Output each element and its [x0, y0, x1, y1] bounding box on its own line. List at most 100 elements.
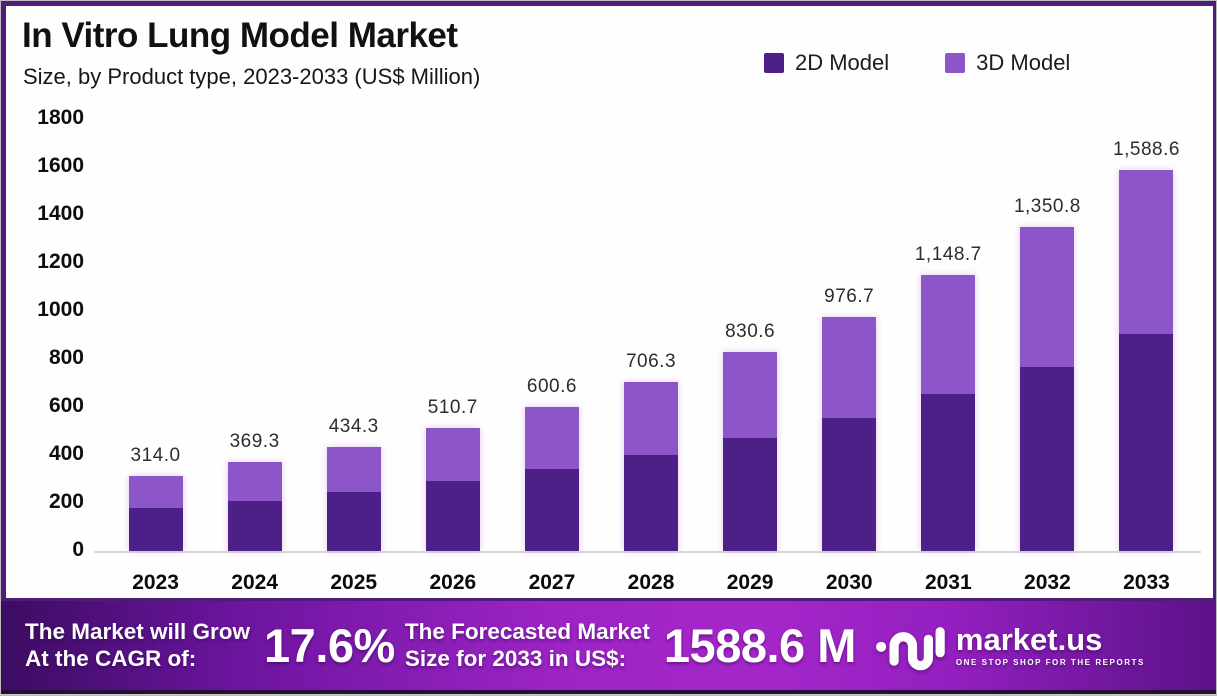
x-axis-year-label: 2024	[231, 571, 278, 594]
bar-segment-3d-model	[822, 316, 877, 418]
page-title: In Vitro Lung Model Market	[22, 16, 458, 55]
bar-value-label: 976.7	[824, 285, 875, 307]
cagr-value: 17.6%	[264, 619, 395, 672]
bar-segment-3d-model	[723, 351, 778, 438]
bar-column: 510.7 2026	[403, 111, 502, 594]
y-axis-tick-label: 1800	[37, 106, 84, 129]
bar-segment-2d-model	[723, 437, 778, 551]
bar-segment-2d-model	[425, 481, 480, 551]
x-axis-year-label: 2030	[825, 571, 873, 594]
y-axis-tick-label: 600	[48, 394, 84, 417]
stacked-bar	[128, 475, 183, 551]
bar-value-label: 1,588.6	[1113, 138, 1180, 160]
x-axis-year-label: 2027	[528, 571, 576, 594]
bar-segment-2d-model	[128, 508, 183, 551]
y-axis-tick-label: 1000	[37, 298, 84, 321]
legend-item-2d-model: 2D Model	[764, 50, 889, 76]
bar-column: 706.3 2028	[601, 111, 700, 594]
bottom-border-dark	[1, 690, 1216, 694]
stacked-bar	[524, 406, 579, 551]
bar-segment-3d-model	[524, 406, 579, 469]
bar-segment-3d-model	[1020, 226, 1075, 367]
cagr-label-line1: The Market will Grow	[25, 618, 251, 644]
marketus-logo-icon	[875, 626, 945, 670]
x-axis-year-label: 2032	[1024, 571, 1071, 594]
bar-segment-3d-model	[425, 428, 480, 482]
x-axis-year-label: 2026	[429, 571, 477, 594]
stacked-bar	[921, 275, 976, 551]
bar-segment-3d-model	[624, 381, 679, 455]
bar-segment-2d-model	[921, 394, 976, 551]
stacked-bar	[425, 428, 480, 551]
forecast-label-line2: Size for 2033 in US$:	[404, 645, 627, 671]
bar-value-label: 1,148.7	[914, 244, 982, 266]
y-axis-tick-label: 1200	[37, 250, 84, 273]
x-axis-line	[94, 551, 1201, 553]
x-axis-year-label: 2025	[330, 571, 378, 594]
bar-segment-3d-model	[227, 462, 282, 501]
bar-value-label: 314.0	[130, 444, 181, 466]
stacked-bar	[723, 351, 778, 551]
y-axis-tick-label: 400	[48, 442, 84, 465]
bar-column: 600.6 2027	[502, 111, 601, 594]
bar-column: 976.7 2030	[800, 111, 899, 594]
stacked-bar	[1119, 169, 1174, 551]
cagr-label-line2: At the CAGR of:	[25, 645, 197, 671]
brand-name: market.us	[955, 622, 1103, 657]
forecast-label: The Forecasted Market Size for 2033 in U…	[405, 619, 650, 672]
stacked-bar	[822, 316, 877, 551]
bar-segment-2d-model	[624, 454, 679, 551]
bar-column: 830.6 2029	[701, 111, 800, 594]
bar-value-label: 600.6	[526, 375, 577, 397]
page-subtitle: Size, by Product type, 2023-2033 (US$ Mi…	[23, 64, 481, 89]
y-axis-tick-label: 0	[72, 538, 84, 561]
x-axis-year-label: 2031	[924, 571, 972, 594]
bar-value-label: 434.3	[328, 415, 379, 437]
chart-frame: In Vitro Lung Model Market Size, by Prod…	[1, 1, 1216, 601]
bar-segment-2d-model	[822, 417, 877, 551]
bar-column: 1,350.8 2032	[998, 111, 1097, 594]
x-axis-year-label: 2028	[627, 571, 675, 594]
stacked-bar	[624, 381, 679, 551]
bar-value-label: 830.6	[725, 320, 776, 342]
bar-segment-2d-model	[326, 491, 381, 551]
x-axis-year-label: 2023	[132, 571, 179, 594]
y-axis-tick-label: 1600	[37, 154, 84, 177]
x-axis-year-label: 2029	[726, 571, 774, 594]
bar-column: 314.0 2023	[106, 111, 205, 594]
bar-value-label: 369.3	[229, 431, 280, 453]
bar-segment-2d-model	[227, 500, 282, 551]
bar-plot-area: 314.0 2023 369.3 2024 434.3 2025 510.7 2026 600.…	[106, 111, 1196, 594]
bar-value-label: 510.7	[427, 397, 478, 419]
bar-segment-3d-model	[326, 446, 381, 492]
brand-block: market.us ONE STOP SHOP FOR THE REPORTS	[874, 620, 1145, 672]
cagr-label: The Market will Grow At the CAGR of:	[25, 619, 250, 672]
forecast-label-line1: The Forecasted Market	[404, 618, 650, 644]
y-axis-tick-label: 1400	[37, 202, 84, 225]
bar-segment-3d-model	[128, 475, 183, 509]
bar-column: 369.3 2024	[205, 111, 304, 594]
footer-banner: The Market will Grow At the CAGR of: 17.…	[1, 601, 1216, 690]
x-axis-year-label: 2033	[1123, 571, 1170, 594]
brand-tagline: ONE STOP SHOP FOR THE REPORTS	[955, 658, 1145, 667]
bar-value-label: 706.3	[625, 350, 677, 372]
legend-swatch-2d-icon	[764, 53, 784, 73]
y-axis-tick-label: 200	[48, 490, 84, 513]
legend-label: 3D Model	[976, 50, 1071, 75]
bar-segment-2d-model	[1119, 334, 1174, 551]
legend-swatch-3d-icon	[945, 53, 966, 73]
stacked-bar	[1020, 226, 1075, 551]
bar-segment-3d-model	[921, 275, 976, 395]
bar-segment-2d-model	[524, 468, 579, 551]
bar-column: 1,588.6 2033	[1097, 111, 1196, 594]
legend-label: 2D Model	[795, 50, 890, 75]
brand-text: market.us ONE STOP SHOP FOR THE REPORTS	[956, 624, 1145, 667]
bar-column: 1,148.7 2031	[899, 111, 998, 594]
bar-segment-3d-model	[1119, 169, 1174, 335]
stacked-bar	[227, 462, 282, 551]
forecast-value: 1588.6 M	[663, 619, 856, 672]
legend-item-3d-model: 3D Model	[945, 50, 1070, 76]
bar-segment-2d-model	[1020, 366, 1075, 551]
stacked-bar	[326, 446, 381, 551]
